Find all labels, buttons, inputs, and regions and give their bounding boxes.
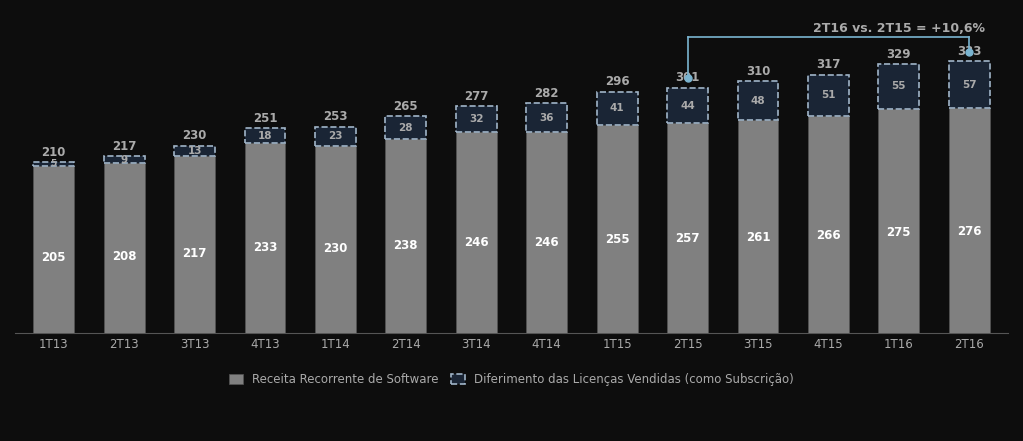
- Text: 261: 261: [746, 231, 770, 244]
- Text: 246: 246: [534, 236, 559, 249]
- Bar: [386, 116, 427, 139]
- Bar: [738, 120, 779, 333]
- Text: 5: 5: [50, 159, 57, 168]
- Text: 276: 276: [957, 225, 981, 238]
- Text: 265: 265: [394, 100, 418, 113]
- Bar: [456, 132, 497, 333]
- Text: 208: 208: [112, 250, 136, 263]
- Text: 317: 317: [816, 58, 841, 71]
- Text: 238: 238: [394, 239, 418, 252]
- Bar: [34, 166, 74, 333]
- Text: 44: 44: [680, 101, 695, 111]
- Bar: [34, 162, 74, 166]
- Bar: [949, 108, 989, 333]
- Bar: [808, 116, 849, 333]
- Text: 255: 255: [605, 233, 629, 246]
- Text: 48: 48: [751, 96, 765, 106]
- Text: 28: 28: [399, 123, 413, 133]
- Text: 51: 51: [821, 90, 836, 101]
- Bar: [103, 164, 144, 333]
- Bar: [244, 143, 285, 333]
- Text: 36: 36: [539, 113, 554, 123]
- Bar: [949, 61, 989, 108]
- Legend: Receita Recorrente de Software, Diferimento das Licenças Vendidas (como Subscriç: Receita Recorrente de Software, Diferime…: [224, 368, 799, 391]
- Bar: [808, 75, 849, 116]
- Bar: [879, 64, 920, 109]
- Bar: [315, 127, 356, 146]
- Bar: [879, 109, 920, 333]
- Bar: [596, 92, 637, 125]
- Text: 9: 9: [121, 155, 128, 165]
- Bar: [526, 103, 567, 132]
- Text: 18: 18: [258, 131, 272, 141]
- Text: 23: 23: [328, 131, 343, 141]
- Text: 277: 277: [464, 90, 488, 103]
- Bar: [667, 88, 708, 123]
- Text: 301: 301: [675, 71, 700, 84]
- Text: 253: 253: [323, 111, 348, 123]
- Bar: [738, 81, 779, 120]
- Text: 205: 205: [42, 251, 66, 264]
- Text: 275: 275: [887, 226, 911, 239]
- Bar: [526, 132, 567, 333]
- Bar: [103, 156, 144, 164]
- Text: 210: 210: [42, 146, 65, 159]
- Text: 310: 310: [746, 65, 770, 78]
- Text: 230: 230: [182, 129, 207, 142]
- Text: 251: 251: [253, 112, 277, 125]
- Text: 32: 32: [469, 114, 484, 124]
- Bar: [244, 128, 285, 143]
- Text: 55: 55: [892, 82, 906, 91]
- Text: 233: 233: [253, 241, 277, 254]
- Text: 217: 217: [182, 247, 207, 260]
- Bar: [315, 146, 356, 333]
- Text: 246: 246: [464, 236, 489, 249]
- Bar: [174, 156, 215, 333]
- Bar: [667, 123, 708, 333]
- Text: 217: 217: [112, 140, 136, 153]
- Bar: [596, 125, 637, 333]
- Text: 329: 329: [887, 48, 911, 61]
- Text: 282: 282: [534, 87, 559, 100]
- Text: 266: 266: [816, 229, 841, 242]
- Bar: [456, 106, 497, 132]
- Text: 296: 296: [605, 75, 629, 88]
- Text: 230: 230: [323, 242, 348, 255]
- Text: 2T16 vs. 2T15 = +10,6%: 2T16 vs. 2T15 = +10,6%: [813, 22, 985, 35]
- Text: 57: 57: [962, 80, 977, 90]
- Bar: [386, 139, 427, 333]
- Text: 333: 333: [958, 45, 981, 58]
- Text: 13: 13: [187, 146, 202, 156]
- Bar: [174, 146, 215, 156]
- Text: 41: 41: [610, 103, 624, 113]
- Text: 257: 257: [675, 232, 700, 245]
